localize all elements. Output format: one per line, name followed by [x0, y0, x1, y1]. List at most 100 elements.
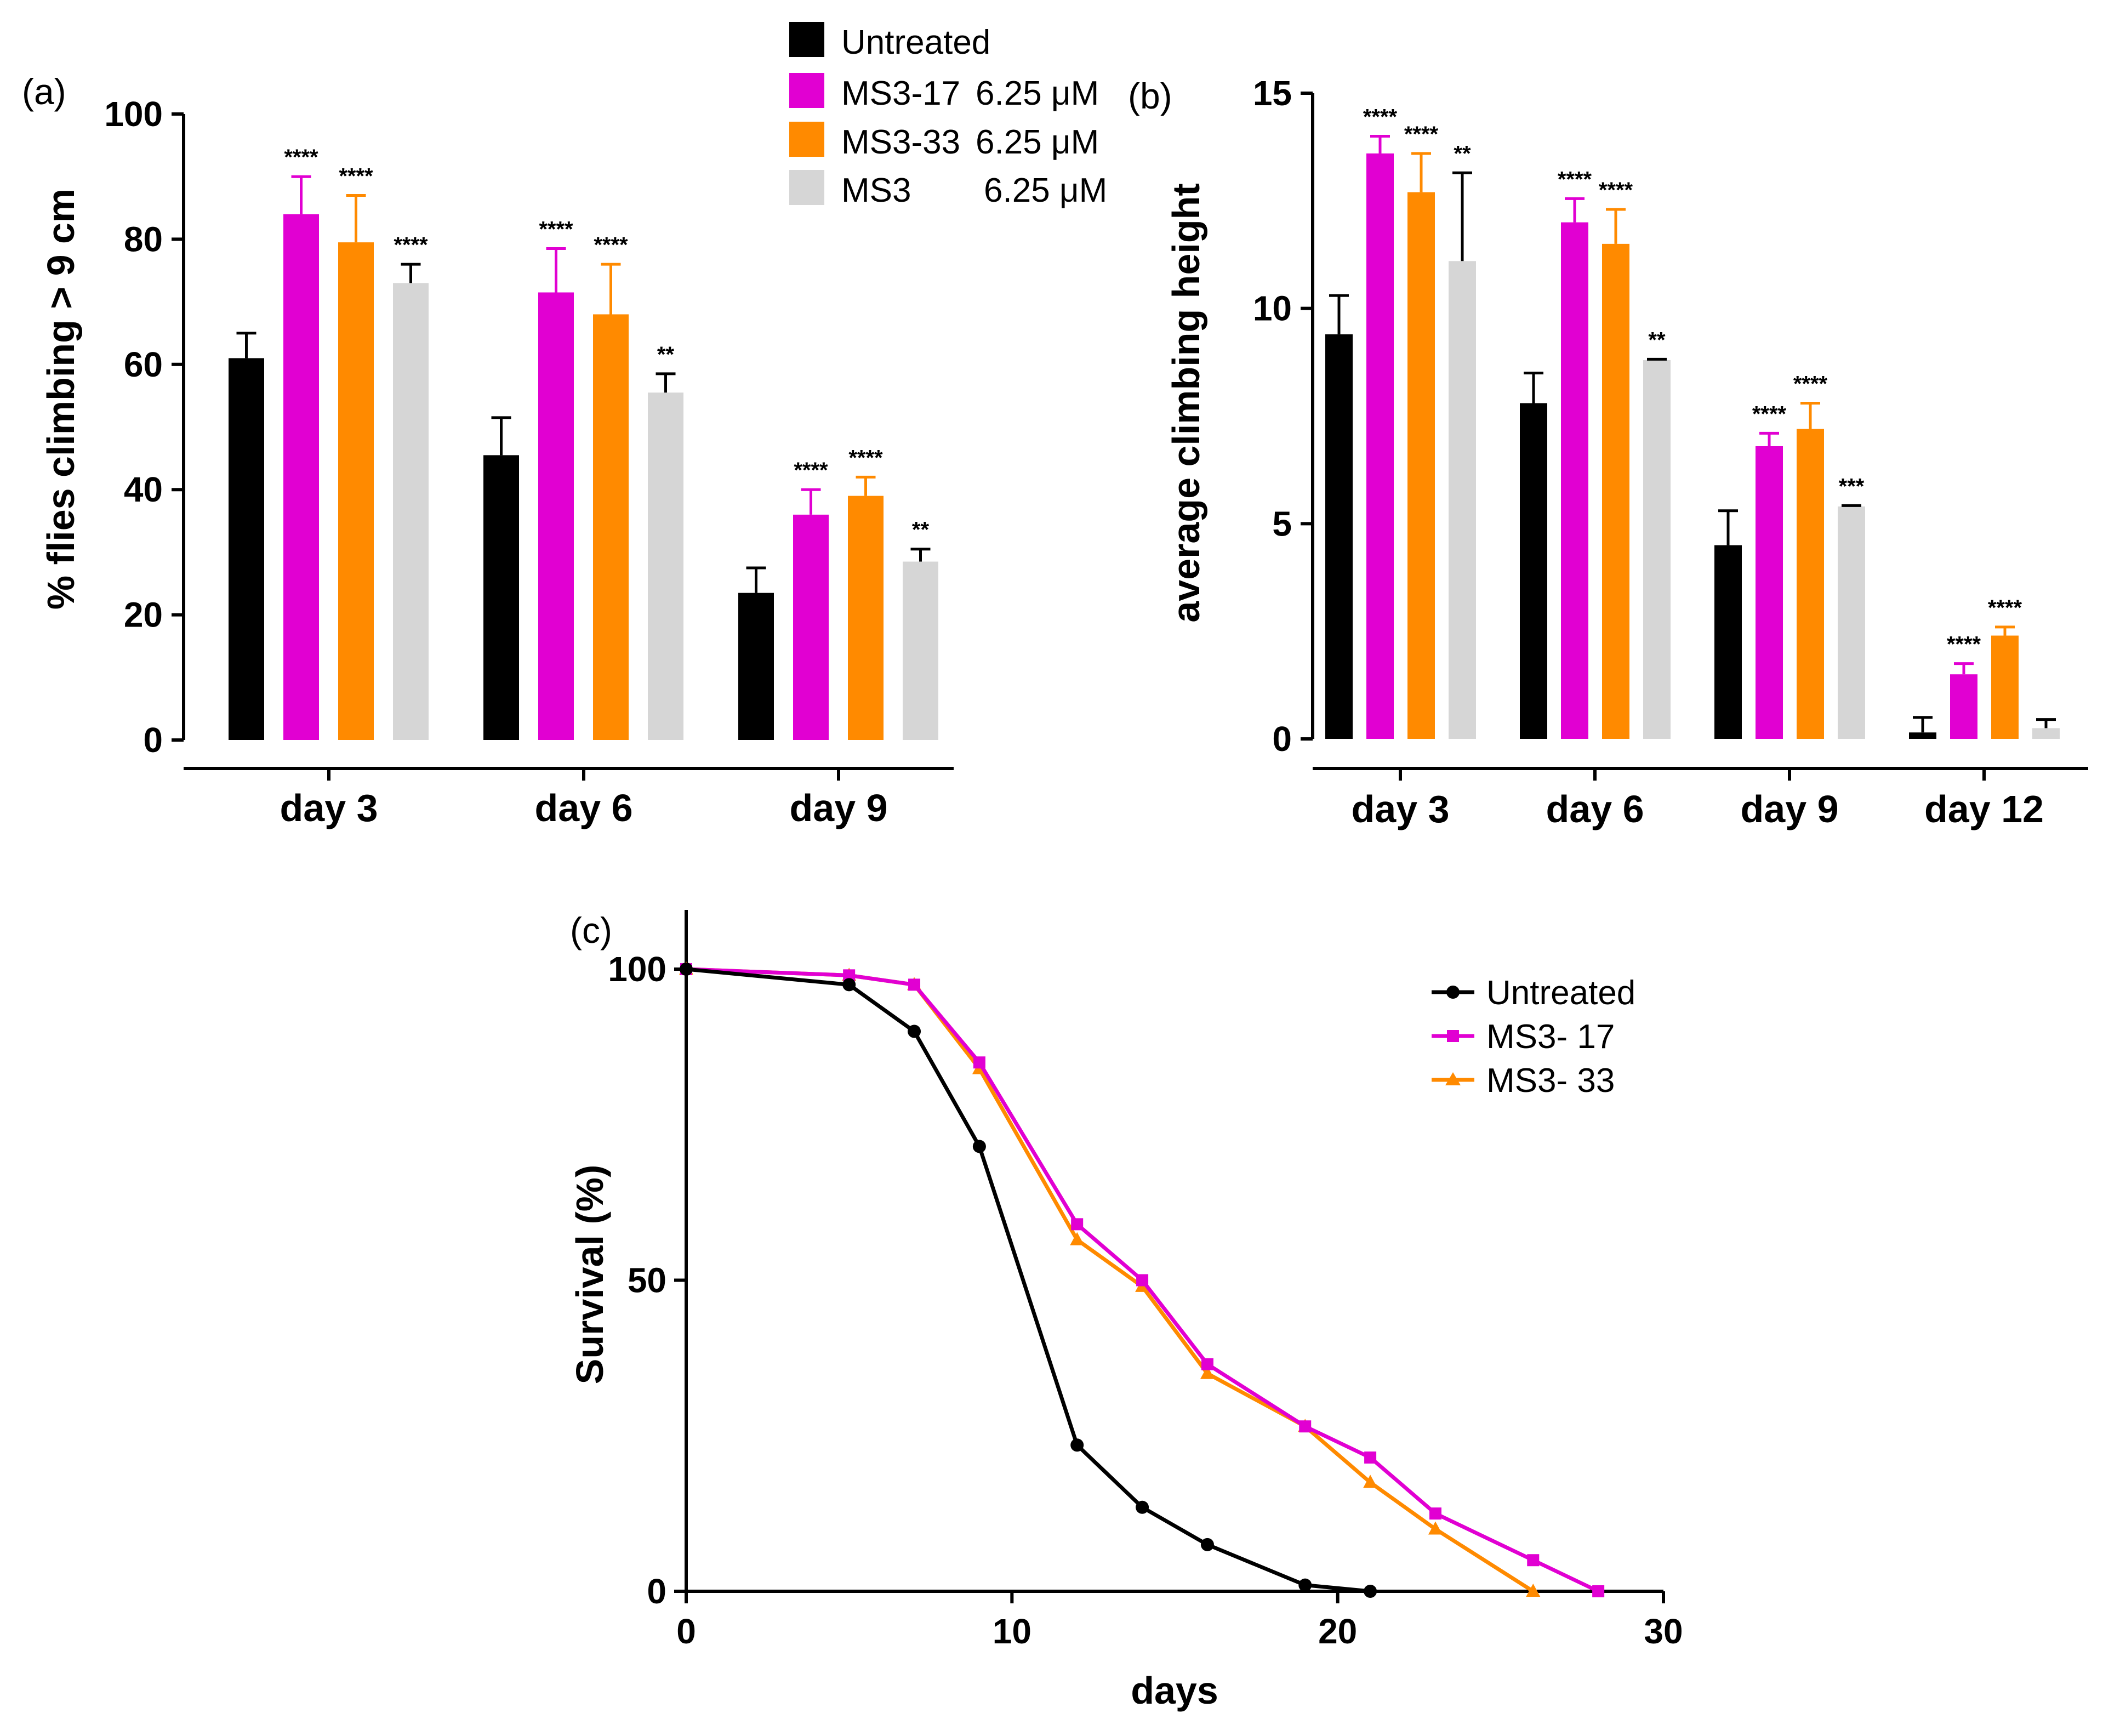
data-point-untreated — [1200, 1538, 1214, 1551]
legend-label-ms3: MS3 — [841, 172, 911, 209]
y-tick-label: 0 — [647, 1572, 666, 1611]
bar-ms3-17-6-25-m-day-6 — [1561, 222, 1588, 739]
bar-ms3-6-25-m-day-12 — [2032, 728, 2060, 739]
bar-ms3-6-25-m-day-6 — [1643, 360, 1671, 739]
y-tick-label: 20 — [124, 595, 163, 635]
data-point-ms3-17 — [1136, 1274, 1149, 1287]
y-tick-label: 15 — [1253, 73, 1292, 113]
significance-label: **** — [1988, 596, 2022, 620]
x-category-label: day 9 — [790, 787, 888, 829]
data-point-ms3-17 — [1071, 1218, 1084, 1231]
legend-swatch-ms3-17 — [789, 73, 824, 108]
bar-ms3-17-6-25-m-day-6 — [538, 292, 574, 740]
series-line-ms3-17 — [686, 967, 1599, 1593]
survival-legend-label-ms3-33: MS3- 33 — [1486, 1062, 1615, 1100]
data-point-untreated — [1136, 1500, 1149, 1514]
data-point-ms3-17 — [1527, 1554, 1540, 1567]
legend-marker-ms3-17 — [1447, 1030, 1459, 1042]
data-point-ms3-33 — [1428, 1521, 1443, 1535]
legend-label-untreated: Untreated — [841, 24, 990, 61]
panel-label-b: (b) — [1128, 76, 1172, 116]
bar-legend: Untreated MS3-17 6.25 μM MS3-33 6.25 μM … — [789, 22, 1107, 209]
significance-label: **** — [394, 233, 428, 257]
y-tick-label: 100 — [104, 94, 163, 134]
significance-label: **** — [794, 458, 828, 482]
x-category-label: day 6 — [535, 787, 633, 829]
bar-ms3-17-6-25-m-day-9 — [1756, 446, 1783, 739]
significance-label: **** — [1752, 402, 1787, 426]
x-tick-label: 0 — [676, 1612, 696, 1651]
bar-untreated-day-9 — [1714, 545, 1742, 739]
survival-legend-label-untreated: Untreated — [1486, 974, 1635, 1012]
significance-label: **** — [1793, 372, 1828, 396]
y-tick-label: 40 — [124, 470, 163, 509]
legend-swatch-ms3-33 — [789, 122, 824, 157]
significance-label: **** — [539, 218, 573, 242]
significance-label: **** — [594, 233, 628, 257]
bar-ms3-33-6-25-m-day-3 — [1407, 192, 1435, 739]
x-category-label: day 9 — [1741, 788, 1839, 830]
bar-ms3-6-25-m-day-6 — [648, 392, 683, 740]
bar-ms3-17-6-25-m-day-9 — [793, 514, 829, 740]
x-category-label: day 3 — [1352, 788, 1450, 830]
x-category-label: day 6 — [1546, 788, 1644, 830]
data-point-ms3-33 — [1070, 1232, 1085, 1245]
y-tick-label: 80 — [124, 219, 163, 259]
y-tick-label: 10 — [1253, 289, 1292, 328]
series-line-untreated — [686, 967, 1371, 1593]
bar-ms3-33-6-25-m-day-9 — [848, 496, 884, 740]
significance-label: ** — [1648, 328, 1666, 352]
bar-ms3-33-6-25-m-day-3 — [338, 242, 374, 740]
data-point-ms3-17 — [1429, 1507, 1441, 1520]
bar-ms3-17-6-25-m-day-3 — [283, 214, 319, 741]
bar-ms3-6-25-m-day-9 — [1838, 506, 1865, 739]
legend-label-ms3-33: MS3-33 — [841, 123, 960, 161]
legend-marker-ms3-33 — [1445, 1072, 1461, 1085]
data-point-ms3-17 — [973, 1056, 985, 1069]
legend-conc-ms3-17: 6.25 μM — [976, 75, 1099, 112]
bar-ms3-6-25-m-day-3 — [1449, 261, 1476, 739]
bar-ms3-6-25-m-day-3 — [393, 283, 429, 740]
legend-label-ms3-17: MS3-17 — [841, 75, 960, 112]
y-tick-label: 5 — [1272, 504, 1292, 543]
y-tick-label: 60 — [124, 345, 163, 384]
bar-ms3-33-6-25-m-day-12 — [1991, 635, 2019, 739]
significance-label: ** — [912, 518, 930, 542]
x-category-label: day 12 — [1924, 788, 2044, 830]
data-point-ms3-17 — [1201, 1358, 1213, 1370]
y-tick-label: 50 — [628, 1261, 666, 1300]
data-point-ms3-33 — [1526, 1584, 1541, 1597]
legend-swatch-ms3 — [789, 170, 824, 205]
x-tick-label: 20 — [1318, 1612, 1357, 1651]
data-point-untreated — [1070, 1438, 1084, 1452]
data-point-untreated — [842, 978, 856, 992]
y-tick-label: 100 — [608, 949, 666, 989]
data-point-ms3-17 — [1364, 1451, 1377, 1464]
data-point-ms3-17 — [1592, 1585, 1605, 1597]
panel-label-a: (a) — [22, 71, 66, 112]
y-tick-label: 0 — [1272, 719, 1292, 759]
panel-c-y-axis-title: Survival (%) — [568, 1165, 611, 1385]
bar-ms3-33-6-25-m-day-9 — [1797, 429, 1824, 739]
data-point-untreated — [972, 1140, 986, 1153]
bar-ms3-33-6-25-m-day-6 — [593, 314, 629, 740]
significance-label: **** — [339, 164, 373, 188]
significance-label: **** — [1599, 178, 1633, 202]
survival-legend-label-ms3-17: MS3- 17 — [1486, 1018, 1615, 1056]
bar-untreated-day-12 — [1909, 732, 1936, 739]
panel-label-c: (c) — [570, 910, 612, 950]
significance-label: ** — [1454, 141, 1471, 166]
x-tick-label: 30 — [1644, 1612, 1683, 1651]
data-point-untreated — [1364, 1585, 1377, 1598]
significance-label: **** — [1363, 105, 1398, 129]
bar-ms3-17-6-25-m-day-12 — [1950, 674, 1977, 739]
significance-label: **** — [1558, 167, 1592, 191]
legend-conc-ms3-33: 6.25 μM — [976, 123, 1099, 161]
panel-c-x-axis-title: days — [1131, 1669, 1218, 1712]
significance-label: **** — [1947, 633, 1981, 657]
bar-ms3-33-6-25-m-day-6 — [1602, 243, 1629, 739]
significance-label: **** — [848, 446, 883, 470]
